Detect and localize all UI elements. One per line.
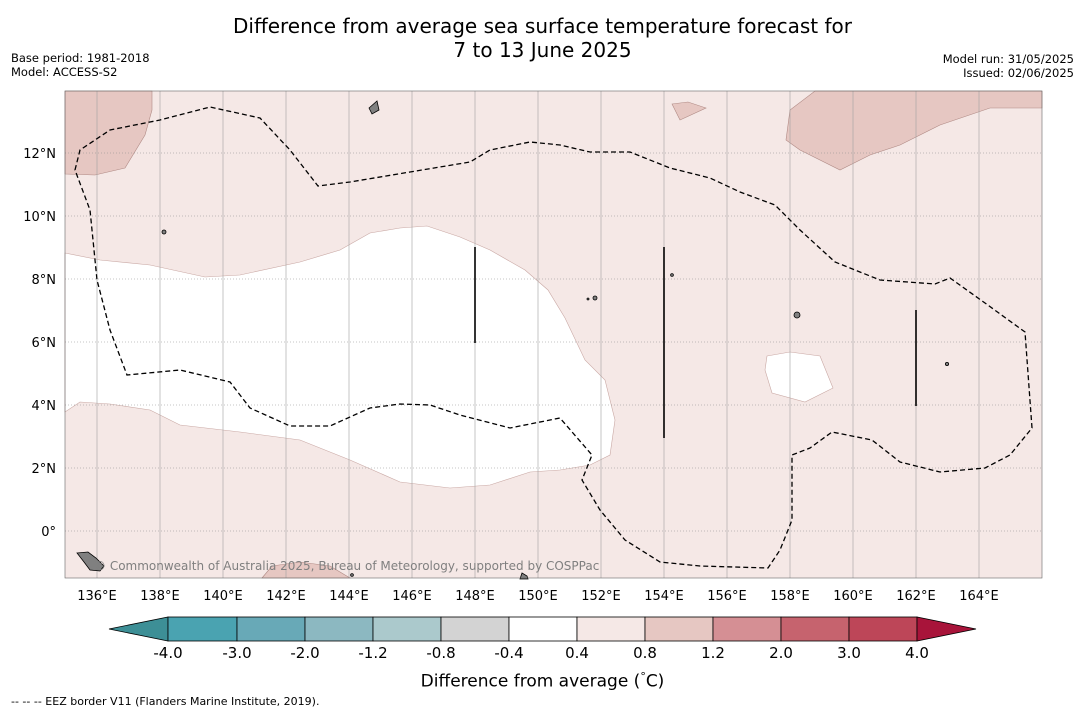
lon-tick-label: 150°E	[518, 589, 558, 604]
map-frame	[64, 90, 1043, 579]
lon-tick-label: 158°E	[770, 589, 810, 604]
colorbar-tick-label: -3.0	[222, 644, 252, 662]
near-average-patch-east	[764, 351, 834, 403]
colorbar-segment	[644, 616, 714, 642]
lon-tick-label: 138°E	[140, 589, 180, 604]
island	[793, 311, 801, 319]
colorbar-title: Difference from average (°C)	[0, 670, 1085, 692]
lon-tick-label: 144°E	[329, 589, 369, 604]
title-line-2: 7 to 13 June 2025	[453, 38, 632, 62]
eez-footnote: -- -- -- EEZ border V11 (Flanders Marine…	[11, 695, 320, 708]
colorbar-segment	[508, 616, 578, 642]
lon-tick-label: 162°E	[896, 589, 936, 604]
colorbar-tick-label: -0.8	[426, 644, 456, 662]
colorbar-segment	[304, 616, 374, 642]
issued-date: Issued: 02/06/2025	[963, 66, 1074, 80]
island	[592, 295, 598, 301]
colorbar-tick-label: 0.4	[565, 644, 589, 662]
colorbar-tick-label: -0.4	[494, 644, 524, 662]
lat-tick-label: 2°N	[32, 462, 57, 477]
latitude-tick-labels: 0° 2°N 4°N 6°N 8°N 10°N 12°N	[23, 147, 56, 540]
lat-tick-label: 0°	[41, 525, 56, 540]
colorbar-segment	[167, 616, 238, 642]
colorbar-tick-label: 3.0	[837, 644, 861, 662]
meta-left: Base period: 1981-2018 Model: ACCESS-S2	[11, 51, 150, 79]
warm-patch-north	[671, 101, 707, 121]
lon-tick-label: 146°E	[392, 589, 432, 604]
model-name: Model: ACCESS-S2	[11, 65, 118, 79]
colorbar-tick-label: -4.0	[153, 644, 183, 662]
colorbar-segment	[576, 616, 646, 642]
base-period: Base period: 1981-2018	[11, 51, 150, 65]
colorbar-title-unit: C)	[645, 671, 665, 692]
island	[519, 572, 529, 580]
colorbar-tick-label: 4.0	[905, 644, 929, 662]
lon-tick-label: 140°E	[203, 589, 243, 604]
colorbar-segment	[780, 616, 850, 642]
lon-tick-label: 148°E	[455, 589, 495, 604]
colorbar-tick-label: 1.2	[701, 644, 725, 662]
lon-tick-label: 164°E	[959, 589, 999, 604]
longitude-tick-labels: 136°E 138°E 140°E 142°E 144°E 146°E 148°E 150°E…	[77, 589, 999, 604]
model-run: Model run: 31/05/2025	[942, 52, 1074, 66]
islands	[76, 100, 950, 580]
lat-tick-label: 12°N	[23, 147, 56, 162]
island	[161, 229, 167, 235]
lat-tick-label: 4°N	[32, 399, 57, 414]
near-average-region	[64, 225, 616, 489]
lat-tick-label: 8°N	[32, 273, 57, 288]
colorbar-extend-low	[108, 616, 169, 642]
map-title: Difference from average sea surface temp…	[0, 14, 1085, 62]
island	[670, 273, 674, 277]
lon-tick-label: 154°E	[644, 589, 684, 604]
colorbar-segment	[712, 616, 782, 642]
colorbar-extend-high	[916, 616, 977, 642]
meta-right: Model run: 31/05/2025 Issued: 02/06/2025	[943, 52, 1074, 80]
colorbar-title-text: Difference from average (	[420, 671, 641, 692]
eez-border	[74, 106, 1033, 569]
title-line-1: Difference from average sea surface temp…	[232, 14, 852, 38]
colorbar-degree: °	[640, 670, 646, 683]
colorbar-segment	[848, 616, 918, 642]
island	[350, 573, 354, 577]
lat-tick-label: 10°N	[23, 210, 56, 225]
warm-region-northwest	[64, 90, 153, 176]
island	[945, 361, 950, 366]
colorbar-tick-label: 2.0	[769, 644, 793, 662]
colorbar-tick-label: -2.0	[290, 644, 320, 662]
island-solomon	[76, 551, 105, 572]
map-panel: © Commonwealth of Australia 2025, Bureau…	[64, 90, 1043, 580]
island	[368, 100, 380, 115]
lat-tick-label: 6°N	[32, 336, 57, 351]
lon-tick-label: 160°E	[833, 589, 873, 604]
lon-tick-label: 152°E	[581, 589, 621, 604]
lon-tick-label: 136°E	[77, 589, 117, 604]
lon-tick-label: 142°E	[266, 589, 306, 604]
colorbar-segment	[236, 616, 306, 642]
colorbar-tick-label: 0.8	[633, 644, 657, 662]
copyright-credit: © Commonwealth of Australia 2025, Bureau…	[94, 559, 599, 573]
colorbar-tick-label: -1.2	[358, 644, 388, 662]
colorbar	[108, 616, 977, 642]
island	[586, 297, 590, 301]
gridlines	[65, 91, 1042, 578]
colorbar-segment	[372, 616, 442, 642]
lon-tick-label: 156°E	[707, 589, 747, 604]
colorbar-segment	[440, 616, 510, 642]
